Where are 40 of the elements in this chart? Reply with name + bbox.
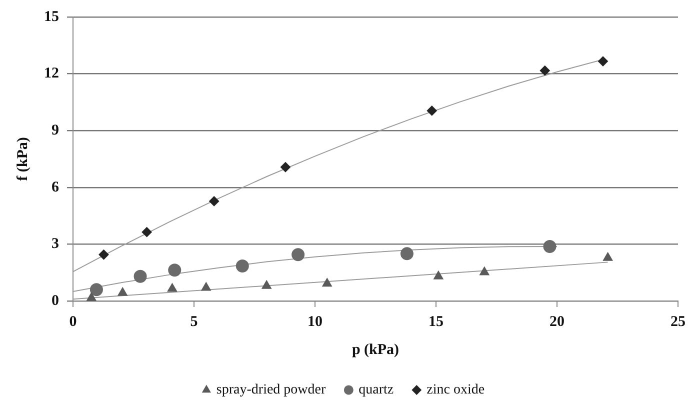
point xyxy=(292,248,305,262)
y-tick-label: 12 xyxy=(44,66,59,82)
point xyxy=(134,270,147,283)
y-tick-label: 6 xyxy=(52,179,60,196)
point xyxy=(209,196,220,206)
x-tick-label: 0 xyxy=(69,314,77,330)
legend-label: zinc oxide xyxy=(426,382,485,398)
x-tick-label: 25 xyxy=(670,314,686,330)
y-axis-title: f (kPa) xyxy=(14,137,31,181)
point xyxy=(98,250,109,260)
point xyxy=(400,247,414,260)
point xyxy=(280,162,290,172)
point xyxy=(167,283,178,292)
point xyxy=(540,66,550,76)
point xyxy=(434,270,444,280)
legend-label: quartz xyxy=(358,382,394,398)
y-tick-label: 15 xyxy=(44,8,59,25)
x-tick-label: 20 xyxy=(550,314,564,330)
y-tick-label: 3 xyxy=(52,236,59,252)
point xyxy=(480,266,490,276)
x-tick-label: 5 xyxy=(190,314,198,330)
point xyxy=(262,280,272,289)
point xyxy=(543,240,556,253)
point xyxy=(118,287,128,296)
point xyxy=(322,278,332,287)
point xyxy=(426,106,437,116)
y-tick-label: 9 xyxy=(52,122,59,138)
point xyxy=(598,56,608,66)
x-tick-label: 10 xyxy=(308,314,322,330)
x-axis-title: p (kPa) xyxy=(352,342,400,358)
y-tick-label: 0 xyxy=(52,292,59,309)
point xyxy=(201,282,211,291)
point xyxy=(90,283,103,296)
point xyxy=(602,252,613,261)
point xyxy=(86,292,96,301)
legend-label: spray-dried powder xyxy=(216,382,326,398)
x-tick-label: 15 xyxy=(428,314,444,330)
point xyxy=(236,259,249,272)
point xyxy=(168,264,182,277)
point xyxy=(142,227,152,238)
